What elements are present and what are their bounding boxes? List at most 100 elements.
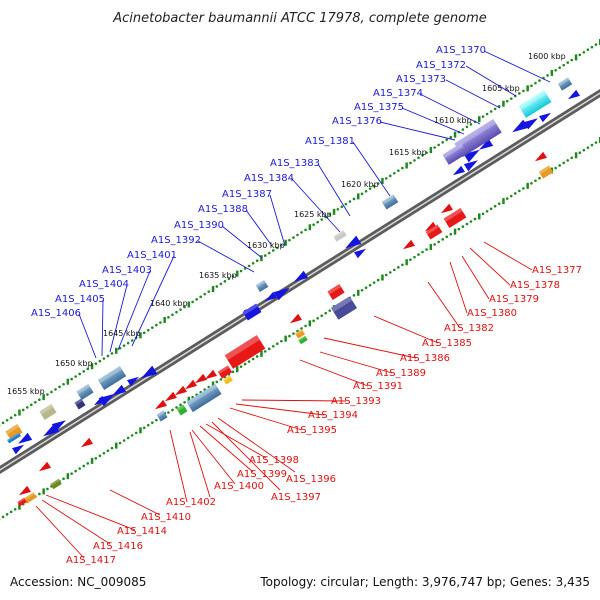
gene-block-body (176, 404, 188, 416)
gene-label[interactable]: A1S_1401 (127, 250, 177, 261)
track-dot (376, 278, 380, 282)
gene-label[interactable]: A1S_1405 (55, 294, 105, 305)
track-tick (284, 239, 287, 246)
track-dot (388, 174, 392, 178)
track-tick (574, 152, 578, 159)
track-dot (106, 354, 110, 358)
track-dot (554, 69, 557, 72)
gene-label[interactable]: A1S_1417 (66, 555, 116, 566)
gene-label[interactable]: A1S_1395 (287, 425, 337, 436)
gene-arrow-head (43, 423, 60, 437)
gene-label[interactable]: A1S_1377 (532, 265, 582, 276)
gene-label[interactable]: A1S_1414 (117, 526, 167, 537)
gene-block-shine (97, 366, 123, 384)
gene-label[interactable]: A1S_1374 (373, 88, 423, 99)
track-dot (562, 161, 565, 165)
gene-label[interactable]: A1S_1404 (79, 279, 129, 290)
track-dot (94, 457, 98, 460)
gene-label[interactable]: A1S_1376 (332, 116, 382, 127)
track-dot (489, 110, 493, 113)
track-dot (388, 271, 392, 274)
gene-block (454, 119, 502, 157)
track-dot (562, 63, 565, 67)
gene-block (97, 366, 127, 390)
gene-label[interactable]: A1S_1402 (166, 497, 216, 508)
gene-label[interactable]: A1S_1372 (416, 60, 466, 71)
gene-label[interactable]: A1S_1373 (396, 74, 446, 85)
track-dot (421, 250, 424, 254)
gene-arrow-head (345, 235, 362, 249)
gene-label[interactable]: A1S_1398 (249, 455, 299, 466)
gene-label[interactable]: A1S_1410 (141, 512, 191, 523)
track-dot (255, 355, 259, 358)
gene-label[interactable]: A1S_1380 (467, 308, 517, 319)
leader-line (427, 281, 461, 329)
gene-label[interactable]: A1S_1392 (151, 235, 201, 246)
gene-block-body (454, 119, 502, 157)
leader-line (352, 141, 391, 197)
gene-label[interactable]: A1S_1391 (353, 381, 403, 392)
gene-block (295, 329, 305, 339)
gene-block (327, 284, 345, 300)
gene-label[interactable]: A1S_1378 (510, 280, 560, 291)
track-dot (9, 510, 13, 514)
track-dot (82, 464, 86, 468)
gene-label[interactable]: A1S_1400 (214, 481, 264, 492)
gene-label[interactable]: A1S_1416 (93, 541, 143, 552)
track-tick (18, 503, 21, 510)
scale-label: 1620 kbp (341, 180, 379, 189)
gene-label[interactable]: A1S_1386 (400, 353, 450, 364)
gene-label[interactable]: A1S_1379 (489, 294, 539, 305)
gene-label[interactable]: A1S_1399 (237, 469, 287, 480)
track-dot (530, 181, 533, 185)
gene-label[interactable]: A1S_1388 (198, 204, 248, 215)
gene-label[interactable]: A1S_1390 (174, 220, 224, 231)
track-dot (179, 403, 182, 407)
gene-arrow-head (512, 119, 529, 133)
gene-block-shine (255, 279, 266, 288)
gene-block-shine (557, 77, 570, 87)
track-dot (566, 159, 570, 162)
gene-arrow-head (38, 461, 51, 472)
track-dot (292, 236, 295, 239)
gene-label[interactable]: A1S_1406 (31, 308, 81, 319)
gene-label[interactable]: A1S_1394 (308, 410, 358, 421)
track-dot (465, 125, 469, 129)
track-dot (70, 472, 73, 475)
gene-block-shine (186, 383, 218, 406)
gene-label[interactable]: A1S_1389 (376, 368, 426, 379)
track-dot (590, 45, 594, 49)
leader-line (117, 270, 151, 351)
gene-label[interactable]: A1S_1387 (222, 189, 272, 200)
gene-label[interactable]: A1S_1384 (244, 173, 294, 184)
track-tick (308, 320, 312, 327)
leader-line (419, 93, 481, 125)
gene-label[interactable]: A1S_1385 (422, 338, 472, 349)
gene-label[interactable]: A1S_1403 (102, 265, 152, 276)
track-dot (578, 151, 582, 155)
track-dot (340, 205, 344, 208)
gene-arrow-head (112, 384, 127, 396)
gene-label[interactable]: A1S_1396 (286, 474, 336, 485)
gene-block-body (295, 329, 305, 339)
track-dot (142, 426, 146, 430)
gene-label[interactable]: A1S_1383 (270, 158, 320, 169)
gene-label[interactable]: A1S_1381 (305, 136, 355, 147)
gene-arrow (80, 437, 93, 448)
track-dot (413, 255, 416, 259)
genome-backbone (0, 89, 600, 474)
leader-line (189, 431, 211, 498)
gene-label[interactable]: A1S_1397 (271, 492, 321, 503)
gene-label[interactable]: A1S_1393 (331, 396, 381, 407)
track-dot (1, 515, 5, 519)
gene-label[interactable]: A1S_1382 (444, 323, 494, 334)
top-gene-labels: A1S_1370 A1S_1372 A1S_1373 A1S_1374 A1S_… (31, 45, 486, 319)
gene-arrow (512, 119, 529, 133)
gene-label[interactable]: A1S_1370 (436, 45, 486, 56)
leader-lines (35, 50, 551, 559)
track-dot (413, 159, 416, 162)
track-dot (231, 370, 235, 374)
gene-arrow (452, 165, 465, 176)
gene-arrow (112, 384, 127, 396)
gene-label[interactable]: A1S_1375 (354, 102, 404, 113)
